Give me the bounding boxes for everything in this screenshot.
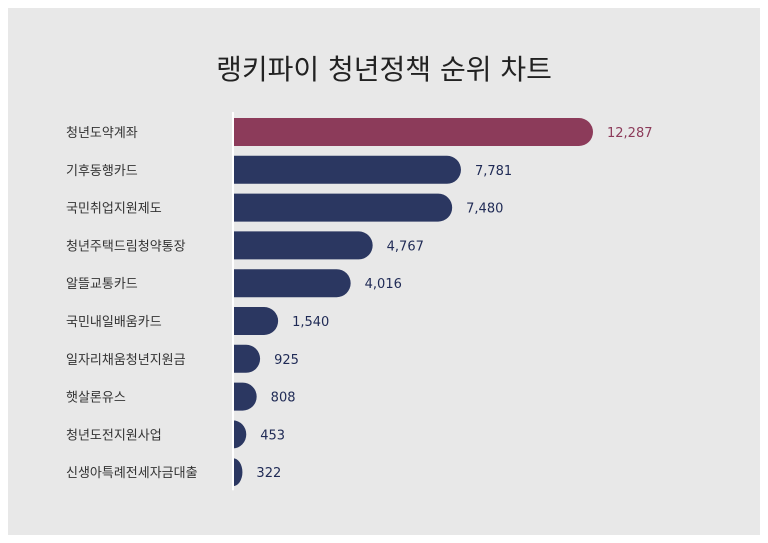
value-label: 322 bbox=[256, 466, 281, 481]
category-label: 일자리채움청년지원금 bbox=[66, 353, 186, 368]
bar-6 bbox=[233, 307, 279, 335]
value-label: 1,540 bbox=[292, 315, 329, 330]
category-label: 국민취업지원제도 bbox=[66, 202, 162, 217]
bar-4 bbox=[233, 231, 373, 260]
bar-5 bbox=[233, 269, 351, 298]
bar-9 bbox=[233, 420, 247, 449]
value-label: 4,767 bbox=[387, 239, 424, 254]
bar-1 bbox=[233, 118, 593, 146]
category-label: 신생아특례전세자금대출 bbox=[66, 466, 198, 481]
chart-background bbox=[8, 8, 760, 535]
value-label: 7,781 bbox=[475, 164, 512, 179]
category-label: 알뜰교통카드 bbox=[66, 277, 138, 292]
value-label: 7,480 bbox=[466, 202, 503, 217]
value-label: 453 bbox=[260, 428, 285, 443]
bar-7 bbox=[233, 344, 261, 373]
category-label: 국민내일배움카드 bbox=[66, 315, 162, 330]
bar-2 bbox=[233, 155, 461, 184]
category-label: 청년도약계좌 bbox=[66, 126, 138, 141]
chart-title: 랭키파이 청년정책 순위 차트 bbox=[216, 53, 552, 86]
category-label: 청년도전지원사업 bbox=[66, 428, 162, 443]
bar-10 bbox=[233, 458, 243, 487]
value-label: 808 bbox=[271, 391, 296, 406]
bar-8 bbox=[233, 382, 257, 411]
category-label: 기후동행카드 bbox=[66, 163, 138, 179]
value-label: 925 bbox=[274, 353, 299, 368]
category-label: 청년주택드림청약통장 bbox=[66, 239, 186, 254]
value-label: 4,016 bbox=[365, 277, 402, 292]
category-label: 햇살론유스 bbox=[66, 390, 126, 406]
value-label: 12,287 bbox=[607, 126, 653, 141]
bar-3 bbox=[233, 193, 453, 222]
